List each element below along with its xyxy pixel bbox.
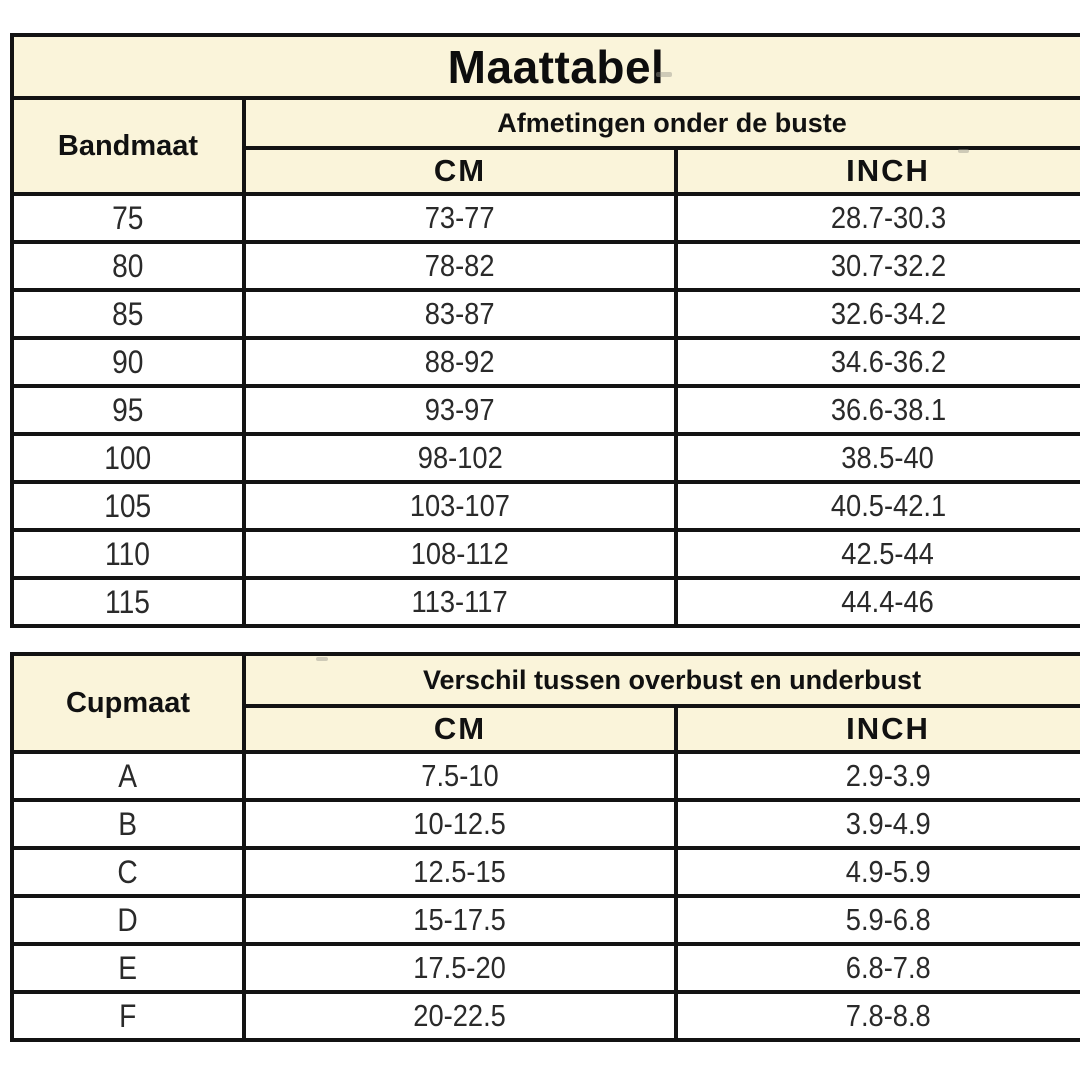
table-row: 80 78-82 30.7-32.2 [10,240,1080,292]
cm-range-cell: 93-97 [242,384,678,436]
inch-range-cell: 2.9-3.9 [673,750,1080,802]
inch-range-cell: 36.6-38.1 [673,384,1080,436]
table-row: 110 108-112 42.5-44 [10,528,1080,580]
table-row: B 10-12.5 3.9-4.9 [10,798,1080,850]
band-size-cell: 115 [10,576,246,628]
cm-range-cell: 103-107 [242,480,678,532]
table-row: E 17.5-20 6.8-7.8 [10,942,1080,994]
cm-range-cell: 98-102 [242,432,678,484]
inch-range-cell: 30.7-32.2 [673,240,1080,292]
table-row: 100 98-102 38.5-40 [10,432,1080,484]
inch-range-cell: 5.9-6.8 [673,894,1080,946]
cup-size-cell: F [10,990,246,1042]
inch-range-cell: 34.6-36.2 [673,336,1080,388]
inch-range-cell: 4.9-5.9 [673,846,1080,898]
cup-size-cell: B [10,798,246,850]
cm-range-cell: 20-22.5 [242,990,678,1042]
cup-size-cell: E [10,942,246,994]
cm-range-cell: 15-17.5 [242,894,678,946]
cup-size-cell: A [10,750,246,802]
cup-group-header: Verschil tussen overbust en underbust [241,652,1080,708]
unit-header-row: CM INCH [12,146,1080,196]
table-title-row: Maattabel [9,33,1080,100]
smudge-artifact [656,72,672,77]
cm-range-cell: 73-77 [242,192,678,244]
table-row: 105 103-107 40.5-42.1 [10,480,1080,532]
table-row: 75 73-77 28.7-30.3 [10,192,1080,244]
cm-range-cell: 113-117 [242,576,678,628]
cm-range-cell: 88-92 [242,336,678,388]
cm-range-cell: 10-12.5 [242,798,678,850]
band-size-cell: 95 [10,384,246,436]
table-row: D 15-17.5 5.9-6.8 [10,894,1080,946]
band-size-table: Maattabel Bandmaat Afmetingen onder de b… [9,33,1080,628]
page-title: Maattabel [9,33,1080,100]
smudge-artifact [316,657,328,661]
table-row: C 12.5-15 4.9-5.9 [10,846,1080,898]
band-size-cell: 75 [10,192,246,244]
band-size-cell: 80 [10,240,246,292]
inch-range-cell: 44.4-46 [673,576,1080,628]
unit-header-row: CM INCH [12,704,1080,754]
band-group-header: Afmetingen onder de buste [241,96,1080,150]
smudge-artifact [958,149,969,153]
table-row: 85 83-87 32.6-34.2 [10,288,1080,340]
table-row: A 7.5-10 2.9-3.9 [10,750,1080,802]
table-row: F 20-22.5 7.8-8.8 [10,990,1080,1042]
inch-range-cell: 3.9-4.9 [673,798,1080,850]
cm-range-cell: 108-112 [242,528,678,580]
band-cm-header: CM [242,146,678,196]
cup-cm-header: CM [242,704,678,754]
cm-range-cell: 78-82 [242,240,678,292]
group-header-row: Cupmaat Verschil tussen overbust en unde… [10,652,1080,754]
cm-range-cell: 7.5-10 [242,750,678,802]
inch-range-cell: 38.5-40 [673,432,1080,484]
inch-range-cell: 6.8-7.8 [673,942,1080,994]
cm-range-cell: 12.5-15 [242,846,678,898]
cup-inch-header: INCH [673,704,1080,754]
band-size-cell: 110 [10,528,246,580]
cup-row-header: Cupmaat [10,652,246,754]
cm-range-cell: 17.5-20 [242,942,678,994]
table-row: 115 113-117 44.4-46 [10,576,1080,628]
inch-range-cell: 28.7-30.3 [673,192,1080,244]
inch-range-cell: 7.8-8.8 [673,990,1080,1042]
band-size-cell: 100 [10,432,246,484]
cm-range-cell: 83-87 [242,288,678,340]
band-inch-header: INCH [673,146,1080,196]
cup-size-cell: C [10,846,246,898]
inch-range-cell: 40.5-42.1 [673,480,1080,532]
cup-size-table: Cupmaat Verschil tussen overbust en unde… [10,652,1080,1042]
band-size-cell: 105 [10,480,246,532]
group-header-row: Bandmaat Afmetingen onder de buste [10,96,1080,196]
table-row: 90 88-92 34.6-36.2 [10,336,1080,388]
table-row: 95 93-97 36.6-38.1 [10,384,1080,436]
inch-range-cell: 32.6-34.2 [673,288,1080,340]
inch-range-cell: 42.5-44 [673,528,1080,580]
cup-size-cell: D [10,894,246,946]
band-size-cell: 90 [10,336,246,388]
band-size-cell: 85 [10,288,246,340]
band-row-header: Bandmaat [10,96,246,196]
